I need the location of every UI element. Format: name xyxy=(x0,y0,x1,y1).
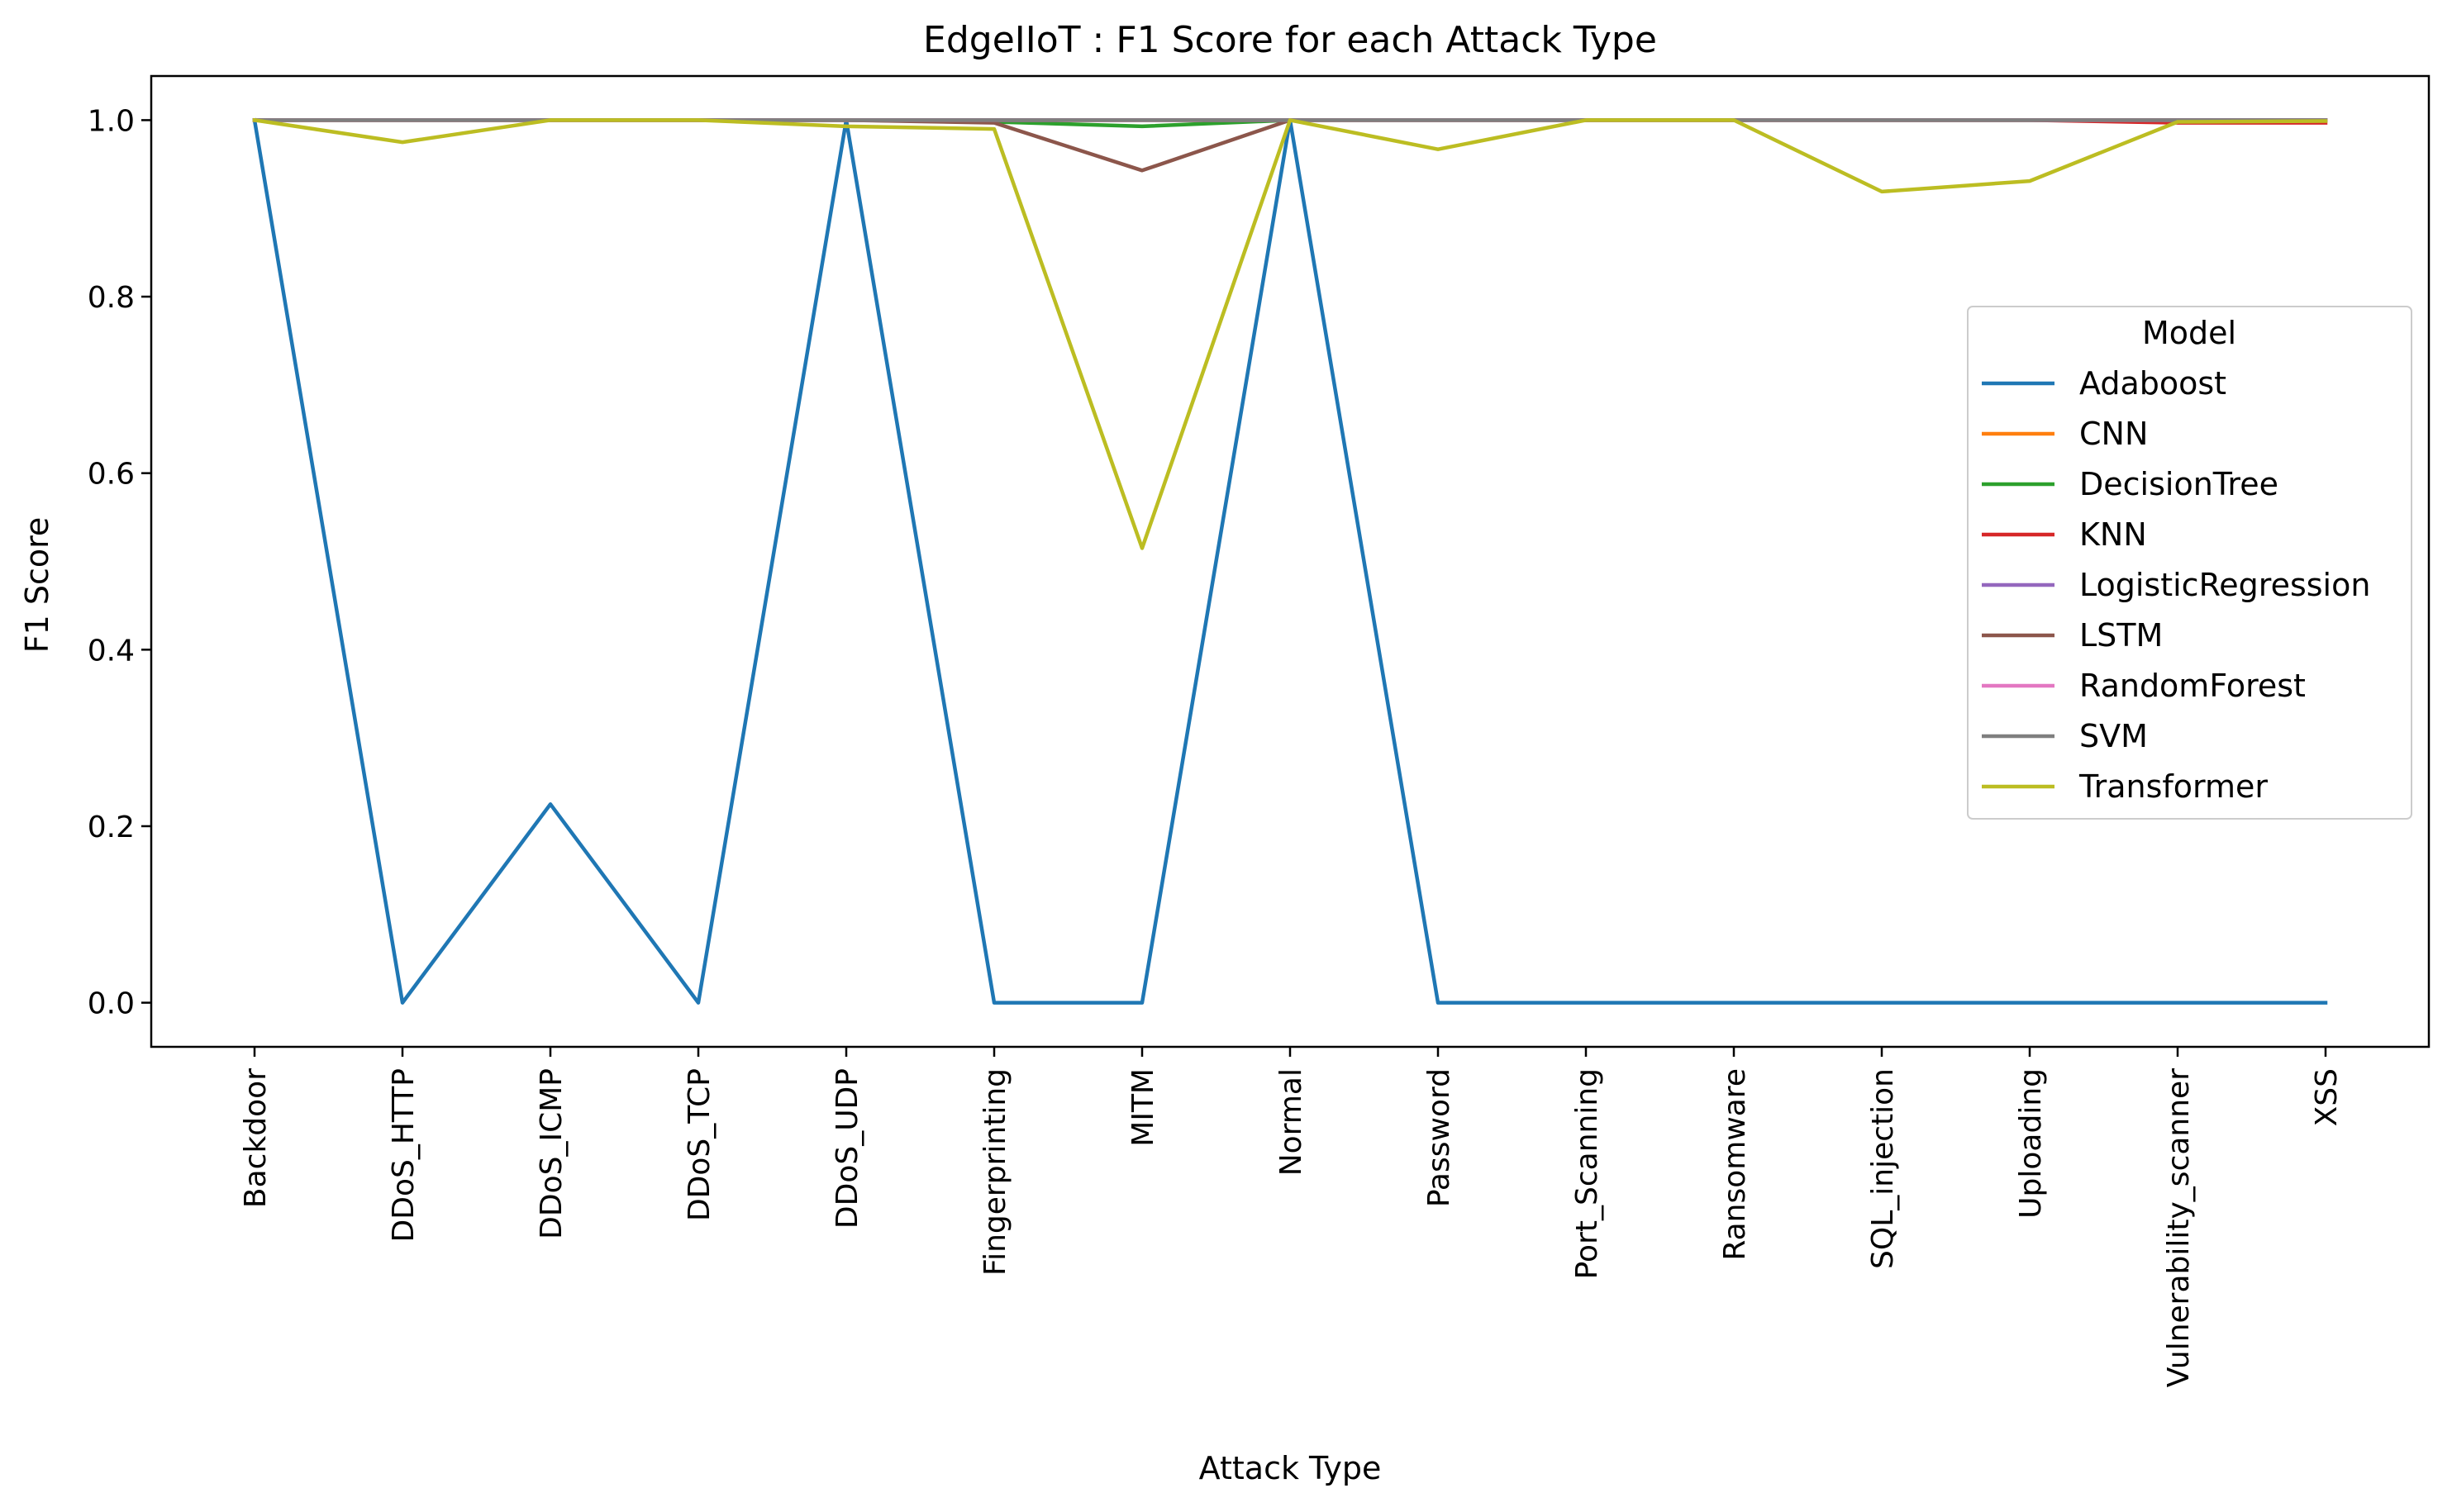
y-axis: 0.0 0.2 0.4 0.6 0.8 1.0 xyxy=(88,104,151,1021)
x-tick-label: Backdoor xyxy=(239,1068,273,1208)
x-tick-label: Uploading xyxy=(2014,1068,2048,1219)
y-tick-label: 0.4 xyxy=(88,634,135,668)
y-tick-label: 0.6 xyxy=(88,458,135,492)
legend-item-cnn: CNN xyxy=(1982,416,2148,452)
y-tick-label: 0.8 xyxy=(88,281,135,315)
x-tick-label: Ransomware xyxy=(1718,1068,1752,1261)
legend-box xyxy=(1967,306,2412,820)
x-tick-label: Normal xyxy=(1274,1068,1308,1176)
plot-frame xyxy=(150,74,2431,1048)
x-tick-label: Password xyxy=(1422,1068,1456,1207)
y-axis-label: F1 Score xyxy=(19,517,55,654)
legend-item-lstm: LSTM xyxy=(1982,617,2163,654)
x-tick-label: DDoS_TCP xyxy=(683,1068,717,1221)
x-tick-label: DDoS_HTTP xyxy=(387,1068,421,1242)
legend-item-adaboost: Adaboost xyxy=(1982,365,2226,402)
x-tick-label: Port_Scanning xyxy=(1570,1068,1604,1279)
legend-title: Model xyxy=(2142,315,2236,351)
x-tick-label: DDoS_ICMP xyxy=(535,1068,569,1239)
legend-item-transformer: Transformer xyxy=(1982,768,2268,805)
x-axis-label: Attack Type xyxy=(1199,1450,1382,1486)
legend-item-decisiontree: DecisionTree xyxy=(1982,466,2278,502)
x-tick-label: SQL_injection xyxy=(1866,1068,1900,1269)
y-tick-label: 0.2 xyxy=(88,811,135,844)
legend-item-svm: SVM xyxy=(1982,718,2148,754)
legend-label: KNN xyxy=(2079,516,2147,553)
x-axis: Backdoor DDoS_HTTP DDoS_ICMP DDoS_TCP DDoS_U… xyxy=(239,1047,2344,1387)
legend-label: DecisionTree xyxy=(2079,466,2278,502)
legend-label: LogisticRegression xyxy=(2079,567,2370,603)
legend-label: SVM xyxy=(2079,718,2148,754)
legend-label: RandomForest xyxy=(2079,668,2306,704)
legend-item-randomforest: RandomForest xyxy=(1982,668,2306,704)
legend-label: Adaboost xyxy=(2079,365,2226,402)
y-tick-label: 0.0 xyxy=(88,987,135,1021)
legend-item-logisticregression: LogisticRegression xyxy=(1982,567,2370,603)
series-layer xyxy=(252,117,2328,1005)
x-tick-label: Fingerprinting xyxy=(978,1068,1012,1276)
legend-label: LSTM xyxy=(2079,617,2163,654)
series-transformer xyxy=(252,117,2328,550)
x-tick-label: MITM xyxy=(1126,1068,1160,1147)
x-tick-label: XSS xyxy=(2310,1068,2344,1126)
x-tick-label: DDoS_UDP xyxy=(831,1068,864,1229)
legend-label: CNN xyxy=(2079,416,2148,452)
legend-item-knn: KNN xyxy=(1982,516,2147,553)
legend: Model Adaboost CNN DecisionTree KNN Logistic… xyxy=(1967,306,2412,820)
y-tick-label: 1.0 xyxy=(88,104,135,138)
x-tick-label: Vulnerability_scanner xyxy=(2162,1068,2196,1387)
legend-label: Transformer xyxy=(2078,768,2268,805)
chart-title: EdgeIIoT : F1 Score for each Attack Type xyxy=(923,19,1657,61)
